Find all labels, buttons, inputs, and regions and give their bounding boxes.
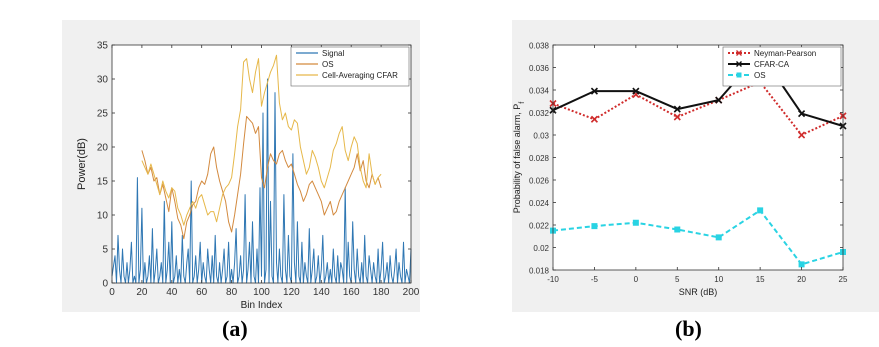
x-tick-label: 140: [313, 287, 330, 298]
legend-marker: [736, 72, 742, 78]
y-tick-label: 0.024: [529, 199, 550, 208]
data-point-marker: [715, 234, 722, 241]
x-tick-label: 0: [634, 275, 639, 284]
x-tick-label: 100: [253, 287, 270, 298]
y-tick-label: 0.018: [529, 267, 550, 276]
x-axis-label: Bin Index: [241, 300, 283, 311]
data-point-marker: [590, 115, 598, 123]
y-axis-label-subscript: f: [519, 102, 526, 104]
y-tick-label: 0.036: [529, 64, 550, 73]
x-tick-label: 25: [839, 275, 848, 284]
x-tick-label: 40: [166, 287, 178, 298]
legend-marker: [736, 50, 742, 56]
y-tick-label: 25: [97, 109, 109, 120]
x-axis-label: SNR (dB): [679, 287, 718, 297]
data-point-marker: [673, 105, 681, 113]
x-tick-label: 180: [373, 287, 390, 298]
data-point-marker: [632, 87, 640, 95]
data-point-marker: [673, 113, 681, 121]
y-tick-label: 0.02: [533, 244, 549, 253]
panel-label-b: (b): [675, 316, 702, 341]
y-tick-label: 0.034: [529, 87, 550, 96]
legend-entry-label: CFAR-CA: [754, 60, 790, 69]
data-point-marker: [591, 223, 598, 230]
data-point-marker: [798, 110, 806, 118]
y-tick-label: 5: [102, 245, 108, 256]
y-tick-label: 0.032: [529, 109, 550, 118]
x-tick-label: -5: [591, 275, 599, 284]
x-tick-label: -10: [547, 275, 559, 284]
y-tick-label: 0.038: [529, 42, 550, 51]
y-tick-label: 0.026: [529, 177, 550, 186]
series-line-cfar-ca: [552, 51, 844, 127]
data-point-marker: [632, 219, 639, 226]
data-point-marker: [798, 131, 806, 139]
y-tick-label: 20: [97, 143, 109, 154]
legend-entry-label: OS: [754, 71, 766, 80]
series-line-signal: [111, 78, 412, 284]
y-tick-label: 35: [97, 41, 109, 52]
legend-entry-label: Cell-Averaging CFAR: [322, 71, 398, 80]
x-tick-label: 120: [283, 287, 300, 298]
x-tick-label: 5: [675, 275, 680, 284]
y-axis-label: Power(dB): [76, 138, 88, 190]
y-tick-label: 0.022: [529, 222, 550, 231]
y-tick-label: 0.028: [529, 154, 550, 163]
x-tick-label: 160: [343, 287, 360, 298]
legend-marker: [736, 61, 742, 67]
data-point-marker: [757, 207, 764, 214]
x-tick-label: 10: [714, 275, 723, 284]
x-tick-label: 15: [756, 275, 765, 284]
y-tick-label: 0.03: [533, 132, 549, 141]
data-point-marker: [590, 87, 598, 95]
y-tick-label: 0: [102, 279, 108, 290]
series-line-neyman-pearson: [552, 81, 844, 136]
y-tick-label: 30: [97, 75, 109, 86]
legend-entry-label: Neyman-Pearson: [754, 49, 816, 58]
legend-box: [722, 46, 842, 87]
series-line-os: [141, 115, 382, 240]
data-point-marker: [798, 261, 805, 268]
x-tick-label: 20: [797, 275, 806, 284]
x-tick-label: 20: [136, 287, 148, 298]
data-point-marker: [674, 226, 681, 233]
y-tick-label: 15: [97, 177, 109, 188]
y-axis-label: Probability of false alarm, Pf: [512, 102, 526, 214]
data-point-marker: [715, 96, 723, 104]
legend-entry-label: Signal: [322, 49, 344, 58]
x-tick-label: 0: [109, 287, 115, 298]
series-line-cell-averaging-cfar: [141, 54, 382, 226]
legend-entry-label: OS: [322, 60, 334, 69]
series-line-os: [552, 209, 844, 266]
chart-a: 0 20 40 60 80 100 120 140 160 180 200 0 5 10 15 20 25 30 3…: [76, 41, 420, 312]
x-tick-label: 60: [196, 287, 208, 298]
panel-label-a: (a): [222, 316, 248, 341]
x-tick-label: 200: [403, 287, 420, 298]
chart-b: -10 -5 0 5 10 15 20 25 0.018 0.02 0.022 0.024 0.026 0…: [512, 42, 848, 298]
x-tick-label: 80: [226, 287, 238, 298]
y-tick-label: 10: [97, 211, 109, 222]
